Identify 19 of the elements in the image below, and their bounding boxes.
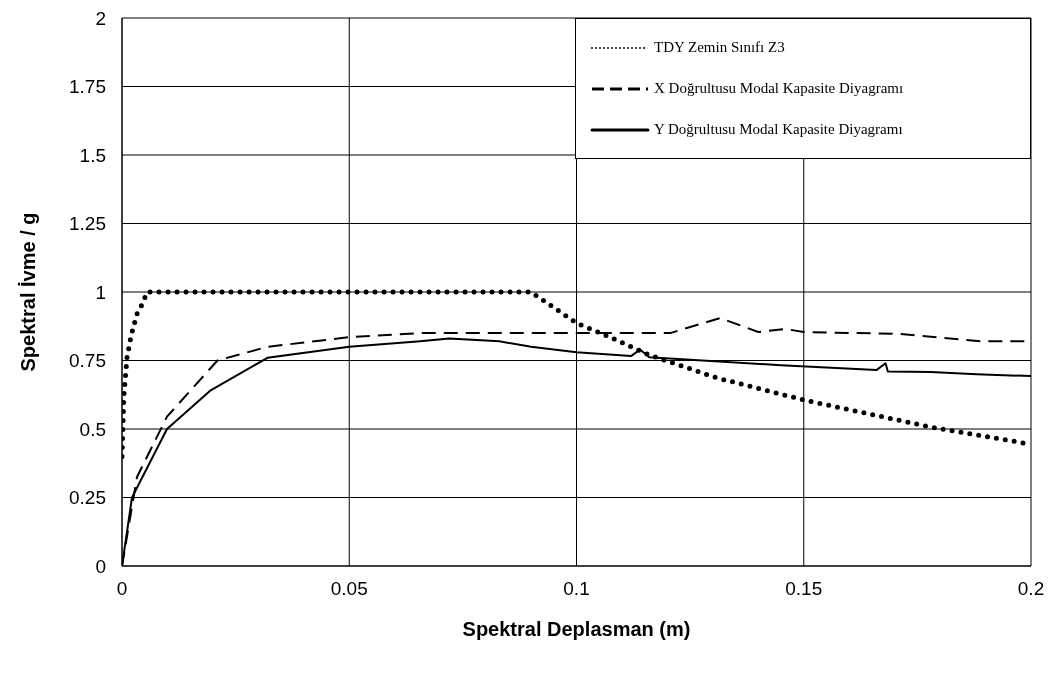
y-tick-label: 0.75 <box>69 350 106 372</box>
y-tick-label: 1.25 <box>69 213 106 235</box>
x-tick-label: 0.05 <box>330 578 368 600</box>
y-tick-label: 0 <box>95 555 106 577</box>
y-tick-label: 1 <box>95 281 106 303</box>
x-tick-label: 0.2 <box>1017 578 1045 600</box>
y-tick-label: 0.5 <box>79 418 106 440</box>
x-tick-label: 0.1 <box>563 578 590 600</box>
y-tick-label: 1.75 <box>69 76 106 98</box>
legend-label: Y Doğrultusu Modal Kapasite Diyagramı <box>654 121 903 138</box>
y-axis-title: Spektral İvme / g <box>17 212 40 372</box>
legend-label: TDY Zemin Sınıfı Z3 <box>654 39 785 56</box>
y-tick-label: 2 <box>95 7 106 29</box>
x-tick-label: 0.15 <box>785 578 823 600</box>
legend-label: X Doğrultusu Modal Kapasite Diyagramı <box>654 80 904 97</box>
y-tick-label: 0.25 <box>69 487 106 509</box>
y-tick-label: 1.5 <box>79 144 106 166</box>
x-tick-label: 0 <box>116 578 128 600</box>
x-axis-title: Spektral Deplasman (m) <box>462 618 691 640</box>
